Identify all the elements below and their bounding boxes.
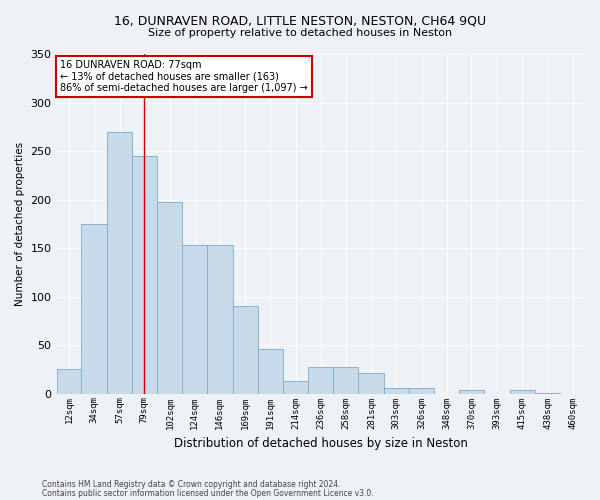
Bar bbox=[459, 390, 484, 394]
Bar bbox=[157, 202, 182, 394]
Bar bbox=[409, 388, 434, 394]
Bar bbox=[384, 388, 409, 394]
X-axis label: Distribution of detached houses by size in Neston: Distribution of detached houses by size … bbox=[174, 437, 468, 450]
Bar bbox=[107, 132, 132, 394]
Bar bbox=[308, 368, 333, 394]
Text: 16, DUNRAVEN ROAD, LITTLE NESTON, NESTON, CH64 9QU: 16, DUNRAVEN ROAD, LITTLE NESTON, NESTON… bbox=[114, 14, 486, 27]
Y-axis label: Number of detached properties: Number of detached properties bbox=[15, 142, 25, 306]
Text: Contains public sector information licensed under the Open Government Licence v3: Contains public sector information licen… bbox=[42, 488, 374, 498]
Bar bbox=[81, 224, 107, 394]
Bar bbox=[233, 306, 258, 394]
Bar bbox=[258, 349, 283, 394]
Bar bbox=[358, 374, 384, 394]
Bar bbox=[333, 368, 358, 394]
Text: Size of property relative to detached houses in Neston: Size of property relative to detached ho… bbox=[148, 28, 452, 38]
Text: Contains HM Land Registry data © Crown copyright and database right 2024.: Contains HM Land Registry data © Crown c… bbox=[42, 480, 341, 489]
Bar bbox=[56, 370, 81, 394]
Bar bbox=[283, 381, 308, 394]
Bar bbox=[535, 392, 560, 394]
Text: 16 DUNRAVEN ROAD: 77sqm
← 13% of detached houses are smaller (163)
86% of semi-d: 16 DUNRAVEN ROAD: 77sqm ← 13% of detache… bbox=[60, 60, 308, 93]
Bar bbox=[132, 156, 157, 394]
Bar bbox=[182, 245, 207, 394]
Bar bbox=[207, 245, 233, 394]
Bar bbox=[509, 390, 535, 394]
